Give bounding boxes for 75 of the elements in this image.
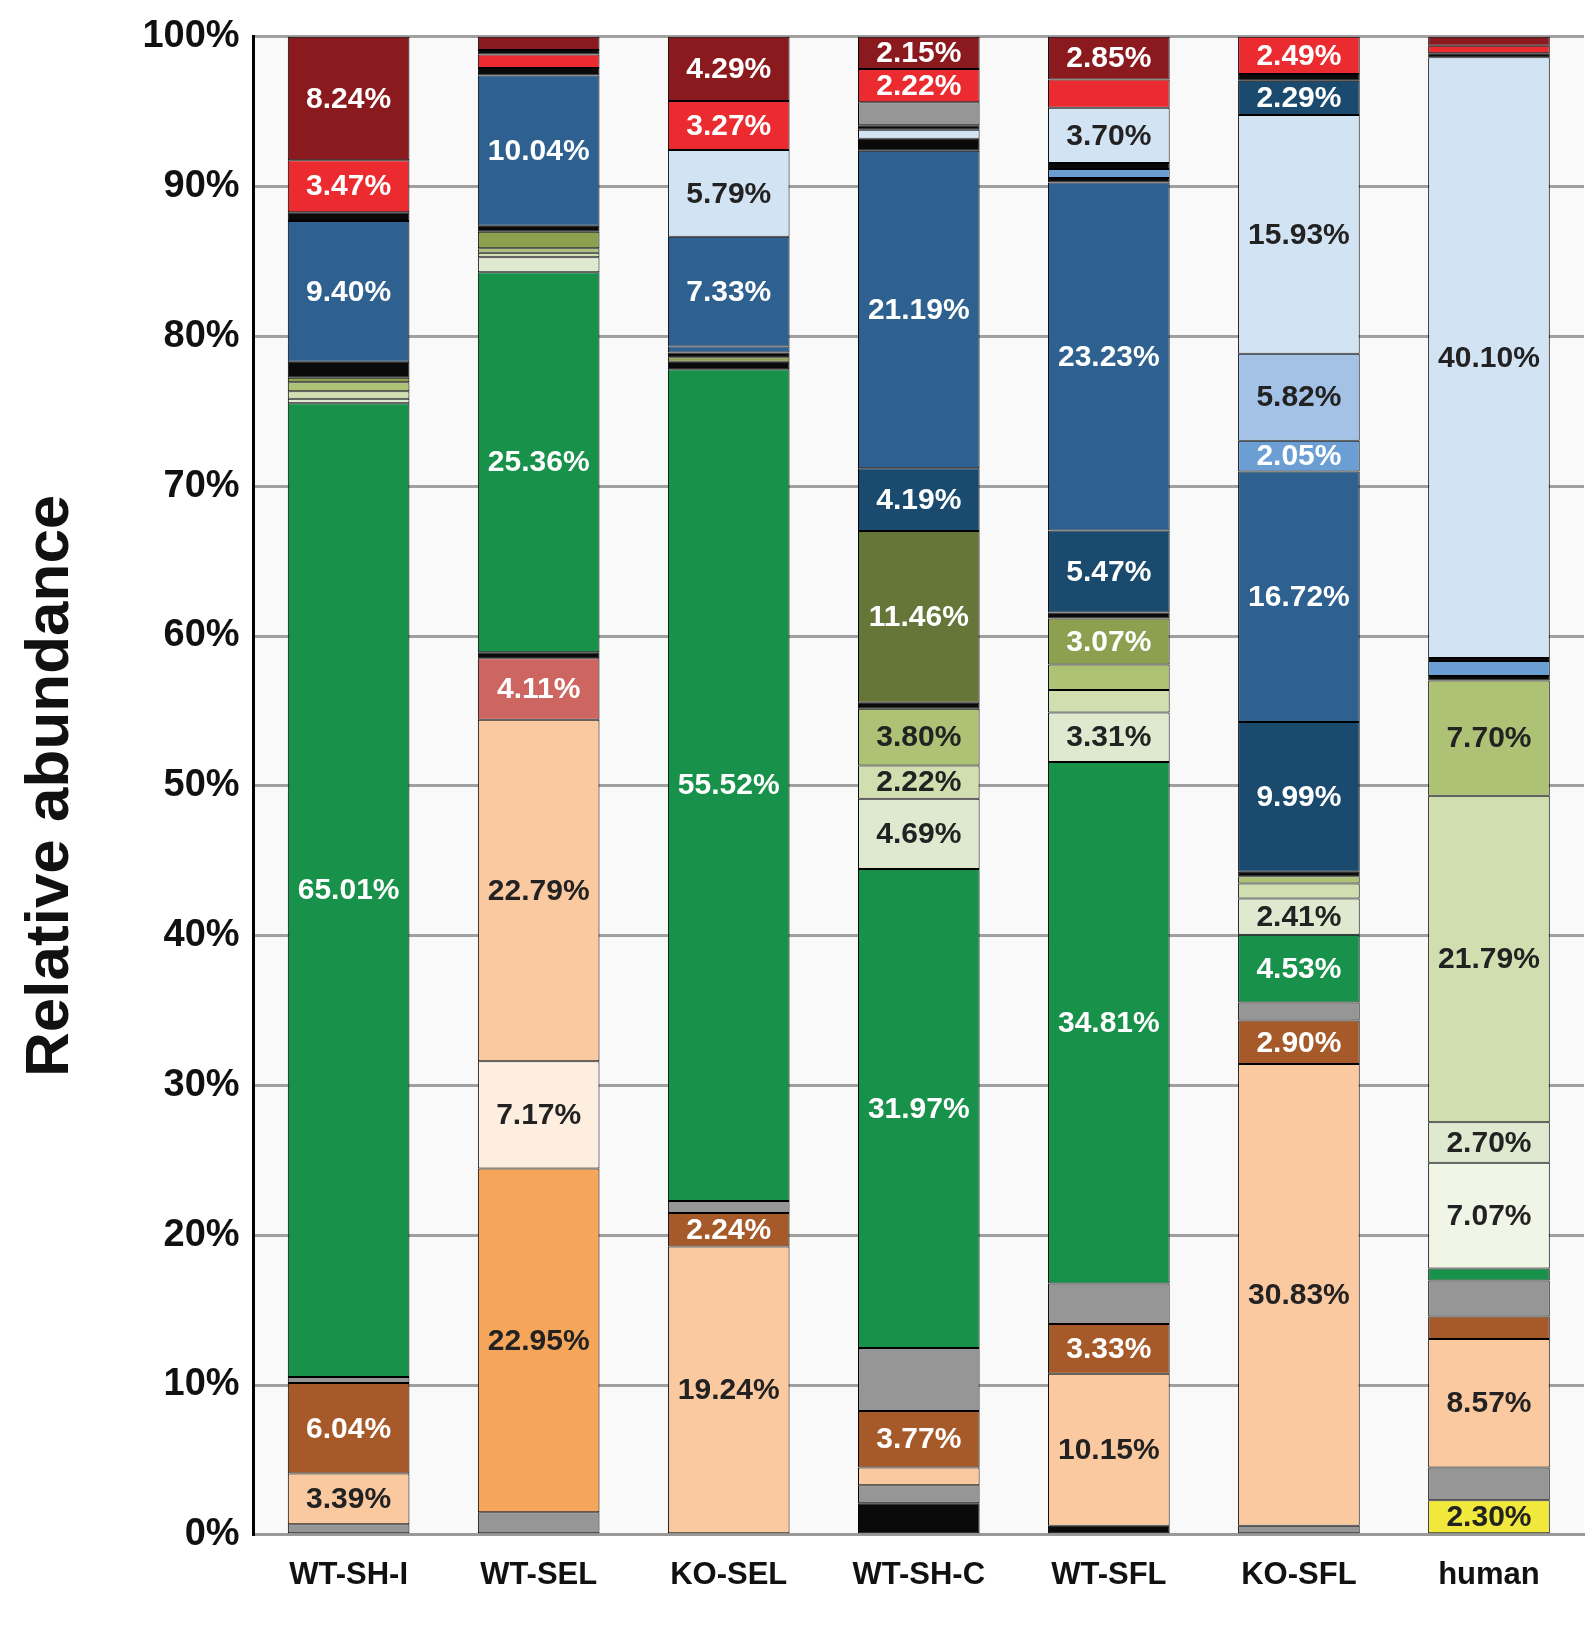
- data-label: 15.93%: [1248, 216, 1350, 250]
- data-label: 22.95%: [487, 1322, 590, 1356]
- data-label: 7.07%: [1446, 1197, 1532, 1231]
- data-label: 31.97%: [867, 1090, 970, 1124]
- data-label: 2.90%: [1256, 1024, 1342, 1058]
- data-label: 21.79%: [1438, 941, 1540, 975]
- data-label: 19.24%: [677, 1372, 780, 1406]
- y-tick-label: 50%: [163, 762, 240, 805]
- data-label: 4.53%: [1256, 950, 1342, 984]
- data-label: 2.70%: [1446, 1124, 1532, 1158]
- data-label: 3.70%: [1066, 117, 1152, 151]
- data-label: 3.27%: [686, 107, 772, 141]
- y-tick-label: 10%: [163, 1361, 240, 1404]
- data-label: 3.33%: [1066, 1331, 1152, 1365]
- data-label: 2.41%: [1256, 898, 1342, 932]
- data-label: 34.81%: [1057, 1004, 1160, 1038]
- data-label: 21.19%: [867, 291, 970, 325]
- data-label: 9.99%: [1256, 779, 1342, 813]
- data-label: 5.47%: [1066, 553, 1152, 587]
- y-tick-label: 70%: [163, 462, 240, 505]
- data-label: 3.31%: [1066, 719, 1152, 753]
- data-label: 3.80%: [876, 719, 962, 753]
- x-tick-label: WT-SFL: [1051, 1555, 1167, 1591]
- y-tick-label: 20%: [163, 1211, 240, 1254]
- data-label: 7.17%: [496, 1097, 582, 1131]
- data-label: 30.83%: [1248, 1277, 1350, 1311]
- data-label: 4.19%: [876, 481, 962, 515]
- data-label: 3.47%: [306, 168, 392, 202]
- data-label: 4.11%: [496, 671, 581, 705]
- data-label: 8.57%: [1446, 1385, 1532, 1419]
- data-label: 2.15%: [876, 35, 962, 69]
- data-label: 23.23%: [1057, 338, 1160, 372]
- data-label: 2.29%: [1256, 80, 1342, 114]
- data-label: 7.33%: [686, 273, 772, 307]
- data-label: 40.10%: [1438, 339, 1540, 373]
- data-label: 9.40%: [306, 273, 392, 307]
- y-tick-label: 40%: [163, 912, 240, 955]
- data-label: 2.24%: [686, 1212, 772, 1246]
- data-label: 22.79%: [487, 872, 590, 906]
- data-label: 55.52%: [677, 767, 780, 801]
- data-label: 11.46%: [868, 599, 969, 633]
- y-tick-label: 90%: [163, 163, 240, 206]
- data-label: 2.49%: [1256, 37, 1342, 71]
- data-label: 8.24%: [306, 80, 392, 114]
- data-label: 2.22%: [876, 67, 962, 101]
- data-label: 10.15%: [1057, 1432, 1160, 1466]
- x-tick-label: WT-SH-I: [289, 1555, 409, 1591]
- data-label: 2.85%: [1066, 40, 1152, 74]
- data-label: 5.82%: [1256, 379, 1342, 413]
- x-tick-label: KO-SEL: [670, 1555, 788, 1591]
- x-tick-label: human: [1438, 1555, 1540, 1591]
- data-label: 10.04%: [487, 132, 590, 166]
- y-tick-label: 60%: [163, 612, 240, 655]
- data-label: 25.36%: [487, 444, 590, 478]
- y-tick-label: 100%: [142, 13, 240, 56]
- data-label: 3.07%: [1066, 623, 1152, 657]
- data-label: 16.72%: [1248, 579, 1350, 613]
- y-tick-label: 80%: [163, 312, 240, 355]
- data-label: 2.22%: [876, 764, 962, 798]
- data-label: 4.69%: [876, 816, 962, 850]
- y-tick-label: 0%: [184, 1511, 240, 1554]
- data-label: 7.70%: [1446, 720, 1532, 754]
- y-axis-title: Relative abundance: [12, 494, 82, 1077]
- x-tick-label: WT-SH-C: [852, 1555, 986, 1591]
- data-label: 2.05%: [1256, 438, 1342, 472]
- data-label: 6.04%: [306, 1410, 392, 1444]
- data-label: 3.39%: [306, 1481, 392, 1515]
- y-tick-label: 30%: [163, 1061, 240, 1104]
- x-tick-label: KO-SFL: [1241, 1555, 1357, 1591]
- data-label: 2.30%: [1446, 1499, 1532, 1533]
- x-tick-label: WT-SEL: [480, 1555, 598, 1591]
- data-label: 4.29%: [686, 51, 772, 85]
- data-label: 5.79%: [686, 175, 772, 209]
- data-label: 65.01%: [297, 872, 400, 906]
- data-label: 3.77%: [876, 1421, 962, 1455]
